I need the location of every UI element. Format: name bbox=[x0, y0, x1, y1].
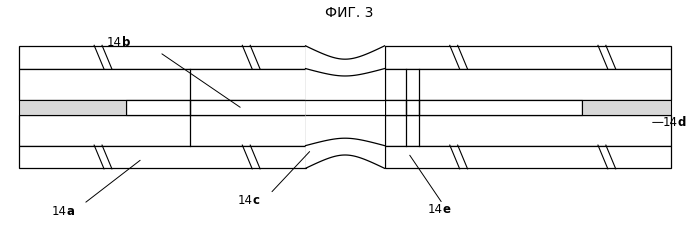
Bar bbox=[384, 68, 671, 100]
Text: d: d bbox=[677, 116, 686, 129]
Bar bbox=[582, 100, 671, 115]
Bar bbox=[19, 100, 126, 115]
Text: 14: 14 bbox=[238, 194, 253, 207]
Text: 14: 14 bbox=[428, 203, 442, 216]
Text: a: a bbox=[66, 205, 74, 218]
Text: b: b bbox=[122, 35, 130, 49]
Polygon shape bbox=[305, 46, 384, 76]
Bar bbox=[126, 100, 305, 115]
Bar bbox=[384, 115, 671, 146]
Text: c: c bbox=[253, 194, 260, 207]
Bar bbox=[19, 146, 305, 168]
Text: 14: 14 bbox=[52, 205, 66, 218]
Text: e: e bbox=[442, 203, 451, 216]
Text: ФИГ. 3: ФИГ. 3 bbox=[325, 6, 374, 20]
Bar bbox=[384, 100, 582, 115]
Text: 14: 14 bbox=[663, 116, 677, 129]
Bar bbox=[19, 68, 305, 100]
Polygon shape bbox=[305, 68, 384, 100]
Bar bbox=[19, 115, 305, 146]
Polygon shape bbox=[305, 115, 384, 146]
Polygon shape bbox=[305, 138, 384, 168]
Polygon shape bbox=[305, 100, 384, 115]
Text: 14: 14 bbox=[107, 35, 122, 49]
Bar bbox=[19, 46, 305, 68]
Bar bbox=[384, 146, 671, 168]
Bar bbox=[384, 46, 671, 68]
